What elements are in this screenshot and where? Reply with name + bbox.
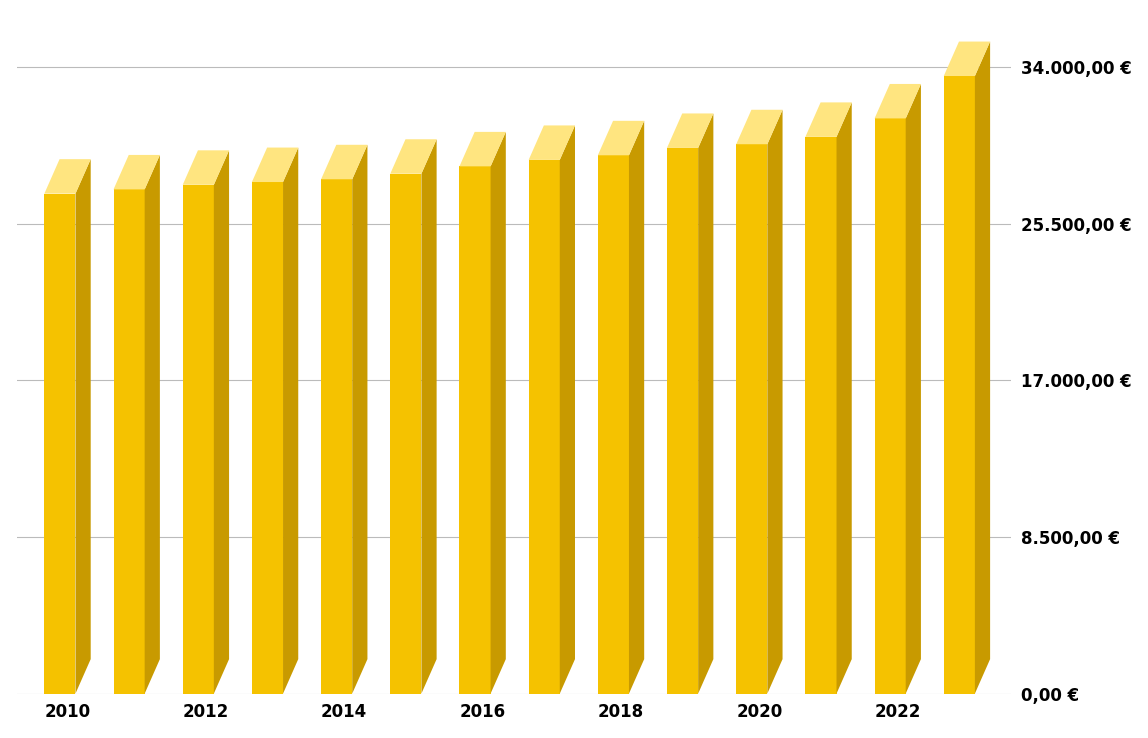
Polygon shape bbox=[528, 160, 560, 694]
Polygon shape bbox=[390, 139, 436, 173]
Polygon shape bbox=[45, 193, 76, 694]
Polygon shape bbox=[806, 137, 837, 694]
Polygon shape bbox=[736, 144, 767, 694]
Polygon shape bbox=[45, 159, 91, 193]
Polygon shape bbox=[560, 125, 575, 694]
Polygon shape bbox=[667, 114, 713, 148]
Polygon shape bbox=[767, 110, 783, 694]
Polygon shape bbox=[214, 151, 230, 694]
Polygon shape bbox=[183, 184, 214, 694]
Polygon shape bbox=[114, 190, 145, 694]
Polygon shape bbox=[76, 159, 91, 694]
Polygon shape bbox=[528, 125, 575, 160]
Polygon shape bbox=[321, 145, 367, 179]
Polygon shape bbox=[183, 151, 230, 184]
Polygon shape bbox=[421, 139, 436, 694]
Polygon shape bbox=[284, 148, 298, 694]
Polygon shape bbox=[459, 132, 506, 166]
Polygon shape bbox=[598, 155, 629, 694]
Polygon shape bbox=[875, 84, 921, 118]
Polygon shape bbox=[251, 182, 284, 694]
Polygon shape bbox=[806, 103, 852, 137]
Polygon shape bbox=[944, 76, 975, 694]
Polygon shape bbox=[490, 132, 506, 694]
Polygon shape bbox=[114, 155, 160, 190]
Polygon shape bbox=[975, 41, 990, 694]
Polygon shape bbox=[145, 155, 160, 694]
Polygon shape bbox=[321, 179, 352, 694]
Polygon shape bbox=[875, 118, 906, 694]
Polygon shape bbox=[736, 110, 783, 144]
Polygon shape bbox=[352, 145, 367, 694]
Polygon shape bbox=[459, 166, 490, 694]
Polygon shape bbox=[944, 41, 990, 76]
Polygon shape bbox=[629, 121, 644, 694]
Polygon shape bbox=[251, 148, 298, 182]
Polygon shape bbox=[698, 114, 713, 694]
Polygon shape bbox=[667, 148, 698, 694]
Polygon shape bbox=[837, 103, 852, 694]
Polygon shape bbox=[906, 84, 921, 694]
Polygon shape bbox=[390, 173, 421, 694]
Polygon shape bbox=[598, 121, 644, 155]
